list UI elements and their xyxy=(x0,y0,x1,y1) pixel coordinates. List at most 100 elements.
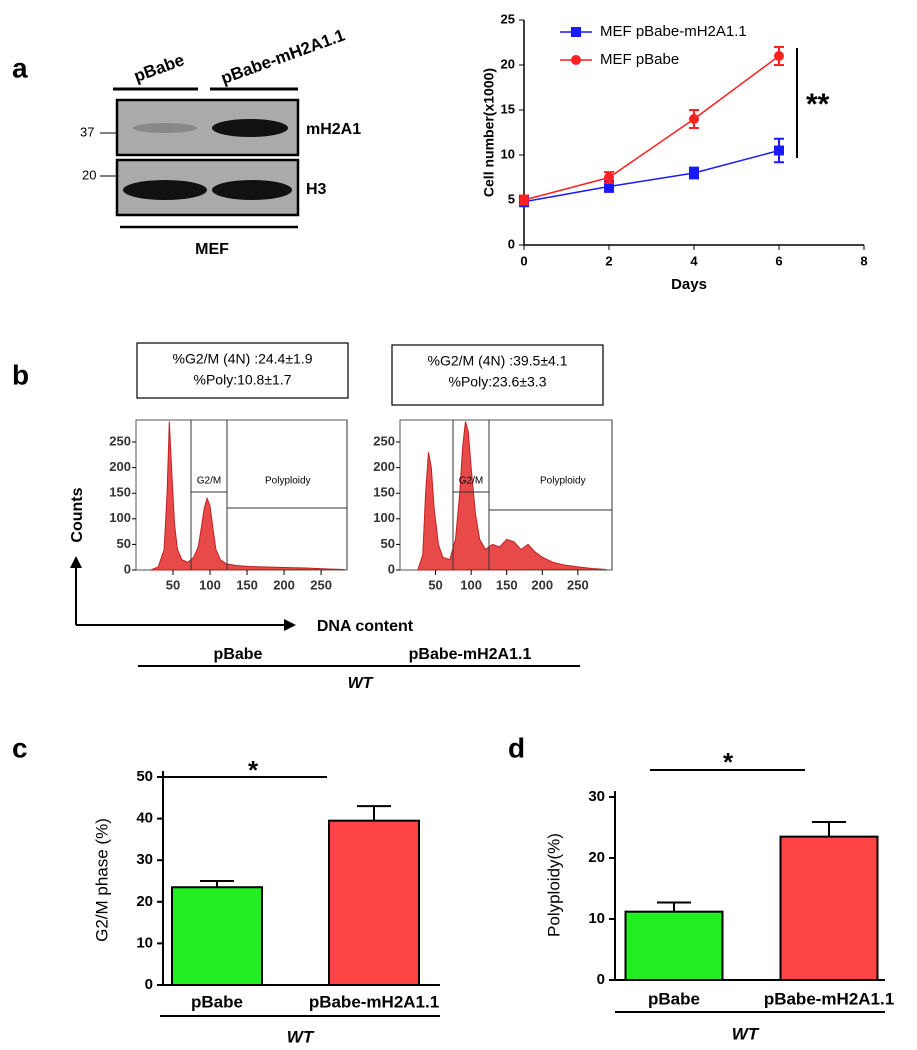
legend-marker xyxy=(571,55,581,65)
axis-label: Cell number(x1000) xyxy=(481,68,497,197)
axis-label: G2/M phase (%) xyxy=(92,818,111,942)
legend-label: MEF pBabe-mH2A1.1 xyxy=(600,23,747,40)
axis-label: Polyploidy(%) xyxy=(544,833,563,937)
blot-band xyxy=(212,119,288,137)
bar xyxy=(328,819,420,986)
x-tick-label: 50 xyxy=(166,577,180,592)
panel-label: b xyxy=(12,359,29,390)
band-label: H3 xyxy=(306,181,327,198)
x-tick-label: 4 xyxy=(690,253,698,268)
significance: ** xyxy=(806,88,830,121)
error-bar xyxy=(200,880,234,888)
marker xyxy=(774,51,784,61)
y-tick-label: 250 xyxy=(373,433,395,448)
y-tick-label: 50 xyxy=(117,536,131,551)
marker xyxy=(689,168,699,178)
x-tick-label: 2 xyxy=(605,253,612,268)
y-tick-label: 20 xyxy=(588,849,605,866)
y-tick-label: 200 xyxy=(373,459,395,474)
gate xyxy=(226,420,348,570)
y-tick-label: 50 xyxy=(136,768,153,785)
arrow-head xyxy=(284,619,296,631)
line xyxy=(523,149,780,203)
x-tick-label: 100 xyxy=(199,577,221,592)
gate xyxy=(488,420,613,570)
marker xyxy=(774,145,784,156)
category-label: pBabe xyxy=(648,989,700,1008)
x-tick-label: 150 xyxy=(236,577,258,592)
group-label: pBabe xyxy=(214,646,263,663)
x-tick-label: 250 xyxy=(567,577,589,592)
y-tick-label: 50 xyxy=(381,536,395,551)
error-bar xyxy=(657,901,691,912)
y-tick-label: 100 xyxy=(109,510,131,525)
group-label: pBabe-mH2A1.1 xyxy=(409,646,532,663)
gate-label: Polyploidy xyxy=(540,476,586,487)
y-tick-label: 15 xyxy=(501,101,515,116)
error-bar xyxy=(357,805,391,821)
y-tick-label: 30 xyxy=(136,851,153,868)
x-tick-label: 250 xyxy=(310,577,332,592)
group-label: WT xyxy=(732,1024,760,1043)
x-tick-label: 8 xyxy=(860,253,867,268)
annotation: %G2/M (4N) :24.4±1.9 xyxy=(173,351,313,367)
x-tick-label: 200 xyxy=(531,577,553,592)
y-tick-label: 0 xyxy=(597,971,605,988)
y-tick-label: 0 xyxy=(388,561,395,576)
y-tick-label: 100 xyxy=(373,510,395,525)
x-tick-label: 150 xyxy=(496,577,518,592)
panel-label: a xyxy=(12,52,28,83)
annotation-box xyxy=(391,344,604,406)
mw-marker: 37 xyxy=(80,124,94,139)
blot-band xyxy=(123,180,207,200)
gate-label: G2/M xyxy=(459,476,483,487)
axis-label: Days xyxy=(671,276,707,293)
marker xyxy=(604,172,614,183)
significance: * xyxy=(248,755,259,785)
y-tick-label: 40 xyxy=(136,810,153,827)
line xyxy=(523,55,780,201)
gate-label: G2/M xyxy=(197,476,221,487)
y-tick-label: 30 xyxy=(588,788,605,805)
blot-band xyxy=(133,123,197,133)
annotation: %Poly:23.6±3.3 xyxy=(449,374,547,390)
annotation: %Poly:10.8±1.7 xyxy=(194,372,292,388)
bar xyxy=(624,910,724,981)
lane-label: pBabe-mH2A1.1 xyxy=(218,26,347,88)
histogram-area xyxy=(150,421,345,571)
mw-marker: 20 xyxy=(82,167,96,182)
lane-label: pBabe xyxy=(131,50,186,86)
category-label: pBabe-mH2A1.1 xyxy=(309,992,439,1011)
bar xyxy=(779,835,879,982)
y-tick-label: 5 xyxy=(508,191,515,206)
cell-line-label: MEF xyxy=(195,241,229,258)
y-tick-label: 10 xyxy=(136,934,153,951)
y-tick-label: 10 xyxy=(588,910,605,927)
panel-label: c xyxy=(12,732,28,763)
y-tick-label: 150 xyxy=(373,485,395,500)
category-label: pBabe-mH2A1.1 xyxy=(764,989,894,1008)
y-tick-label: 0 xyxy=(124,561,131,576)
marker xyxy=(689,114,699,124)
annotation-box xyxy=(136,342,349,399)
axis-label: Counts xyxy=(69,487,86,542)
marker xyxy=(604,181,614,192)
marker xyxy=(519,195,529,205)
legend-label: MEF pBabe xyxy=(600,51,679,68)
annotation: %G2/M (4N) :39.5±4.1 xyxy=(428,353,568,369)
x-tick-label: 0 xyxy=(520,253,527,268)
band-label: mH2A1 xyxy=(306,121,361,138)
arrow-head xyxy=(70,556,82,568)
y-tick-label: 200 xyxy=(109,459,131,474)
y-tick-label: 0 xyxy=(508,236,515,251)
x-tick-label: 6 xyxy=(775,253,782,268)
histogram-area xyxy=(417,421,607,571)
error-bar xyxy=(812,821,846,837)
y-tick-label: 25 xyxy=(501,11,515,26)
panel-label: d xyxy=(508,732,525,763)
x-tick-label: 100 xyxy=(460,577,482,592)
gate-label: Polyploidy xyxy=(265,476,311,487)
legend-marker xyxy=(571,27,581,37)
y-tick-label: 0 xyxy=(145,976,153,993)
